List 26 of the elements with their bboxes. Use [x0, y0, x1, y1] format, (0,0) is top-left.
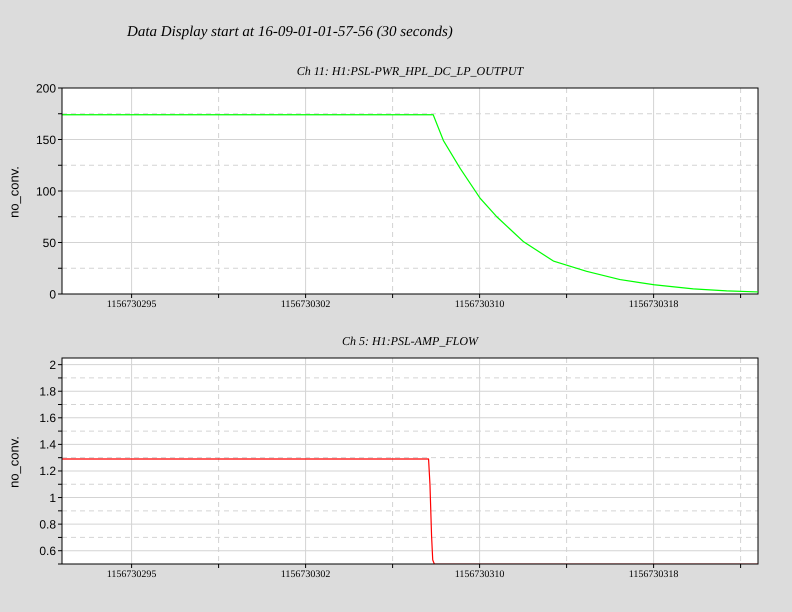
y-tick-label: 1.6 — [39, 411, 56, 426]
x-tick-label: 1156730318 — [628, 569, 678, 580]
chart-title: Ch 5: H1:PSL-AMP_FLOW — [341, 334, 480, 349]
x-tick-label: 1156730318 — [628, 299, 678, 310]
x-tick-label: 1156730310 — [454, 569, 504, 580]
y-axis-title: no_conv. — [6, 166, 22, 218]
y-tick-label: 200 — [36, 81, 56, 96]
y-tick-label: 150 — [36, 132, 56, 147]
chart-title: Ch 11: H1:PSL-PWR_HPL_DC_LP_OUTPUT — [296, 64, 525, 79]
y-tick-label: 0.8 — [39, 517, 56, 532]
y-tick-label: 1.2 — [39, 464, 56, 478]
y-axis-title: no_conv. — [6, 436, 22, 488]
x-tick-label: 1156730302 — [280, 569, 330, 580]
y-tick-label: 100 — [36, 184, 56, 198]
y-tick-label: 1 — [49, 490, 56, 505]
y-tick-label: 50 — [42, 236, 56, 250]
x-tick-label: 1156730295 — [106, 299, 156, 310]
text: Data Display start at 16-09-01-01-57-56 (30 seconds) — [127, 24, 453, 41]
x-tick-label: 1156730310 — [454, 299, 504, 310]
y-tick-label: 1.8 — [39, 384, 56, 398]
x-tick-label: 1156730295 — [106, 569, 156, 580]
y-tick-label: 0 — [49, 287, 56, 302]
y-tick-label: 2 — [49, 358, 56, 372]
x-tick-label: 1156730302 — [280, 299, 330, 310]
y-tick-label: 1.4 — [39, 438, 56, 452]
y-tick-label: 0.6 — [39, 544, 56, 558]
